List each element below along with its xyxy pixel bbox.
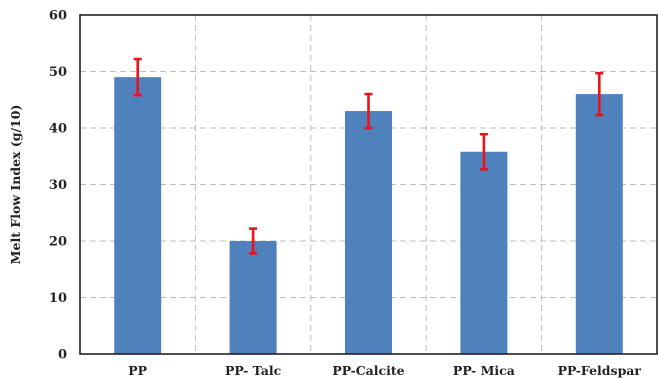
- x-category-label: PP: [128, 363, 147, 378]
- x-category-label: PP- Mica: [453, 363, 515, 378]
- x-category-label: PP- Talc: [225, 363, 282, 378]
- bar: [229, 241, 277, 354]
- y-tick-label: 10: [49, 291, 67, 306]
- x-category-label: PP-Feldspar: [558, 363, 642, 378]
- bar: [345, 111, 392, 354]
- bar: [114, 77, 162, 355]
- plot-frame: [79, 14, 658, 355]
- x-category-labels: PP PP- Talc PP-Calcite PP- Mica PP-Feldspar: [128, 363, 641, 378]
- y-tick-label: 40: [49, 122, 67, 137]
- y-axis-title: Melt Flow Index (g/10): [8, 105, 23, 265]
- y-tick-labels: 0 10 20 30 40 50 60: [49, 9, 67, 363]
- error-bar-layer: [133, 57, 604, 255]
- bar-layer: [114, 77, 623, 355]
- y-tick-label: 20: [49, 235, 67, 250]
- y-tick-label: 50: [49, 65, 67, 80]
- bar: [575, 94, 623, 354]
- y-tick-label: 0: [58, 348, 67, 363]
- bar: [460, 151, 508, 354]
- y-tick-label: 30: [49, 178, 67, 193]
- x-category-label: PP-Calcite: [332, 363, 404, 378]
- grid-layer: [80, 15, 657, 354]
- y-tick-label: 60: [49, 9, 67, 24]
